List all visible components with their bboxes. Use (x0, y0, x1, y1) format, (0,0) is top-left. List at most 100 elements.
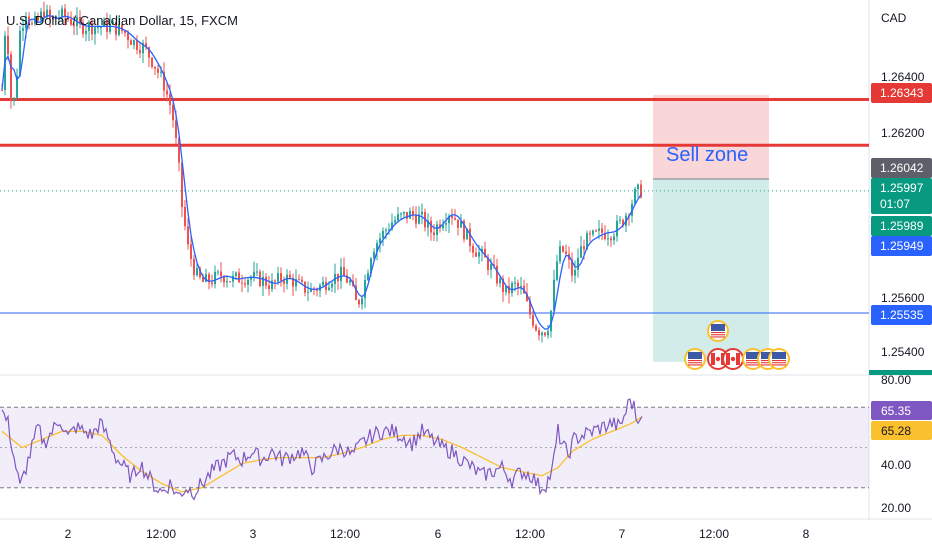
badge-rsi: 65.35 (871, 401, 932, 420)
candle-body (448, 216, 450, 224)
candle-body (241, 282, 243, 284)
candle-body (196, 268, 198, 276)
candle-body (277, 273, 279, 282)
candle-body (7, 35, 9, 55)
candle-body (25, 16, 27, 29)
candle-body (82, 22, 84, 34)
candle-body (226, 281, 228, 283)
candle-body (514, 282, 516, 284)
candle-body (634, 189, 636, 204)
candle-body (70, 19, 72, 25)
badge-support: 1.25535 (871, 305, 932, 325)
candle-body (451, 216, 453, 219)
candle-body (457, 219, 459, 228)
time-label: 6 (435, 527, 442, 541)
candle-body (172, 104, 174, 121)
rsi-pane[interactable] (0, 398, 869, 501)
candle-body (166, 90, 168, 95)
candle-body (601, 228, 603, 233)
candle-body (544, 332, 546, 336)
candle-body (247, 279, 249, 285)
candle-body (85, 30, 87, 34)
badge-target-top-value: 1.26042 (880, 161, 924, 175)
candle-body (538, 330, 540, 336)
candle-body (235, 272, 237, 276)
candle-body (181, 162, 183, 207)
candle-body (421, 211, 423, 215)
candle-body (331, 283, 333, 288)
price-axis[interactable]: CAD 1.26400 1.26200 1.25600 1.25400 (881, 11, 925, 359)
candle-body (616, 220, 618, 237)
symbol-title[interactable]: U.S. Dollar / Canadian Dollar, 15, FXCM (6, 13, 238, 28)
candle-body (16, 75, 18, 98)
candle-body (583, 246, 585, 250)
time-label: 12:00 (146, 527, 176, 541)
candle-body (40, 11, 42, 21)
time-label: 7 (619, 527, 626, 541)
price-tick: 1.25600 (881, 291, 925, 305)
candle-body (460, 220, 462, 228)
candle-body (19, 30, 21, 76)
candle-body (295, 279, 297, 287)
candle-body (292, 277, 294, 287)
candle-body (205, 274, 207, 282)
candle-body (541, 332, 543, 336)
candle-body (142, 43, 144, 54)
candle-body (265, 276, 267, 286)
time-label: 12:00 (699, 527, 729, 541)
us-flag-icon[interactable] (742, 348, 764, 370)
badge-countdown: 01:07 (880, 197, 910, 211)
canada-flag-icon[interactable] (722, 348, 744, 370)
candle-body (508, 286, 510, 294)
rsi-ma-line (1, 416, 643, 493)
candle-body (160, 71, 162, 73)
candle-body (112, 21, 114, 24)
candle-body (550, 310, 552, 332)
candle-body (346, 275, 348, 283)
candle-body (193, 259, 195, 276)
time-axis[interactable]: 2 12:00 3 12:00 6 12:00 7 12:00 8 (65, 527, 810, 541)
badge-ma-fast: 1.25989 (871, 216, 932, 236)
candle-body (115, 21, 117, 35)
us-flag-icon[interactable] (707, 320, 729, 342)
ma-fast-line (1, 15, 642, 330)
candle-body (328, 287, 330, 290)
candle-body (61, 8, 63, 18)
sell-zone-box[interactable] (653, 95, 769, 180)
candle-body (238, 272, 240, 283)
candle-body (427, 220, 429, 228)
sell-zone-label[interactable]: Sell zone (666, 144, 748, 166)
candle-body (289, 274, 291, 278)
candle-body (430, 220, 432, 233)
us-flag-icon[interactable] (684, 348, 706, 370)
candle-body (496, 265, 498, 284)
badge-target-top: 1.26042 (871, 158, 932, 178)
us-flag-icon[interactable] (768, 348, 790, 370)
candle-body (325, 281, 327, 290)
rsi-tick: 20.00 (881, 501, 911, 515)
candle-body (298, 279, 300, 281)
rsi-tick: 80.00 (881, 373, 911, 387)
candle-body (163, 71, 165, 91)
candle-body (229, 281, 231, 283)
candle-body (376, 243, 378, 252)
candle-body (55, 16, 57, 18)
economic-events[interactable] (684, 320, 790, 370)
candle-body (223, 276, 225, 283)
candle-body (217, 271, 219, 273)
badge-resistance-upper: 1.26343 (871, 83, 932, 103)
candle-body (598, 228, 600, 231)
candle-body (94, 27, 96, 35)
rsi-axis[interactable]: 80.00 40.00 20.00 65.35 65.28 (871, 373, 932, 515)
candle-body (610, 238, 612, 241)
position-zones[interactable] (653, 95, 769, 362)
candle-body (220, 271, 222, 277)
horizontal-levels[interactable] (0, 98, 869, 314)
price-tick: 1.26200 (881, 126, 925, 140)
candle-body (355, 285, 357, 301)
candle-body (526, 293, 528, 301)
candle-body (100, 26, 102, 28)
candle-body (577, 257, 579, 270)
candle-body (535, 325, 537, 331)
